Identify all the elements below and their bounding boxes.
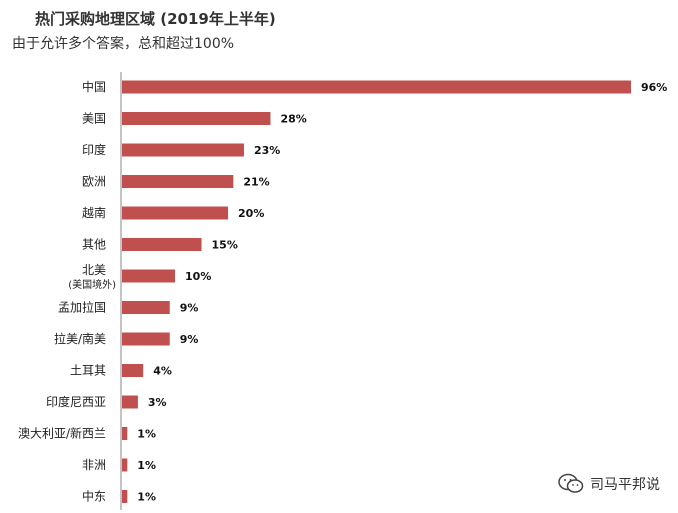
watermark-text: 司马平邦说 (590, 477, 660, 493)
bar-1 (122, 112, 271, 125)
value-label: 28% (280, 113, 306, 126)
value-label: 15% (212, 239, 238, 252)
category-label: 拉美/南美 (54, 331, 106, 346)
category-label: 中东 (82, 489, 106, 504)
wechat-icon (558, 473, 584, 493)
bar-4 (122, 206, 229, 220)
category-label: 越南 (82, 205, 106, 220)
value-label: 9% (180, 333, 199, 346)
category-label: 美国 (82, 112, 106, 126)
chart-subtitle: 由于允许多个答案，总和超过100% (12, 36, 235, 52)
category-label: 中国 (82, 79, 106, 94)
value-label: 96% (641, 81, 667, 94)
category-label: 印度 (82, 142, 106, 157)
bar-11 (122, 427, 128, 440)
value-label: 3% (148, 396, 167, 409)
bar-12 (122, 458, 128, 472)
bar-8 (122, 332, 170, 346)
value-label: 10% (185, 270, 211, 283)
value-label: 1% (137, 459, 156, 472)
value-label: 1% (137, 491, 156, 504)
value-label: 20% (238, 207, 264, 220)
value-label: 9% (180, 302, 199, 315)
category-label: 欧洲 (82, 175, 106, 189)
bar-13 (122, 490, 128, 503)
bar-0 (122, 80, 631, 94)
value-label: 1% (137, 428, 156, 441)
value-label: 23% (254, 144, 280, 157)
bar-10 (122, 395, 138, 409)
category-label: 土耳其 (70, 364, 106, 378)
chart-title: 热门采购地理区域 (2019年上半年) (35, 10, 276, 28)
bar-9 (122, 364, 144, 377)
category-label: 澳大利亚/新西兰 (18, 426, 106, 441)
value-label: 4% (153, 365, 172, 378)
bar-2 (122, 143, 244, 157)
category-label: 印度尼西亚 (46, 394, 106, 409)
value-label: 21% (243, 176, 269, 189)
category-label: 其他 (82, 238, 106, 252)
category-label: 北美 (82, 263, 106, 277)
category-label: 非洲 (82, 458, 106, 472)
watermark: 司马平邦说 (558, 473, 660, 495)
bar-7 (122, 301, 170, 314)
category-label: 孟加拉国 (58, 300, 106, 315)
category-sublabel: (美国境外) (68, 278, 116, 291)
bar-5 (122, 238, 202, 251)
bar-6 (122, 269, 176, 283)
bar-3 (122, 175, 234, 188)
